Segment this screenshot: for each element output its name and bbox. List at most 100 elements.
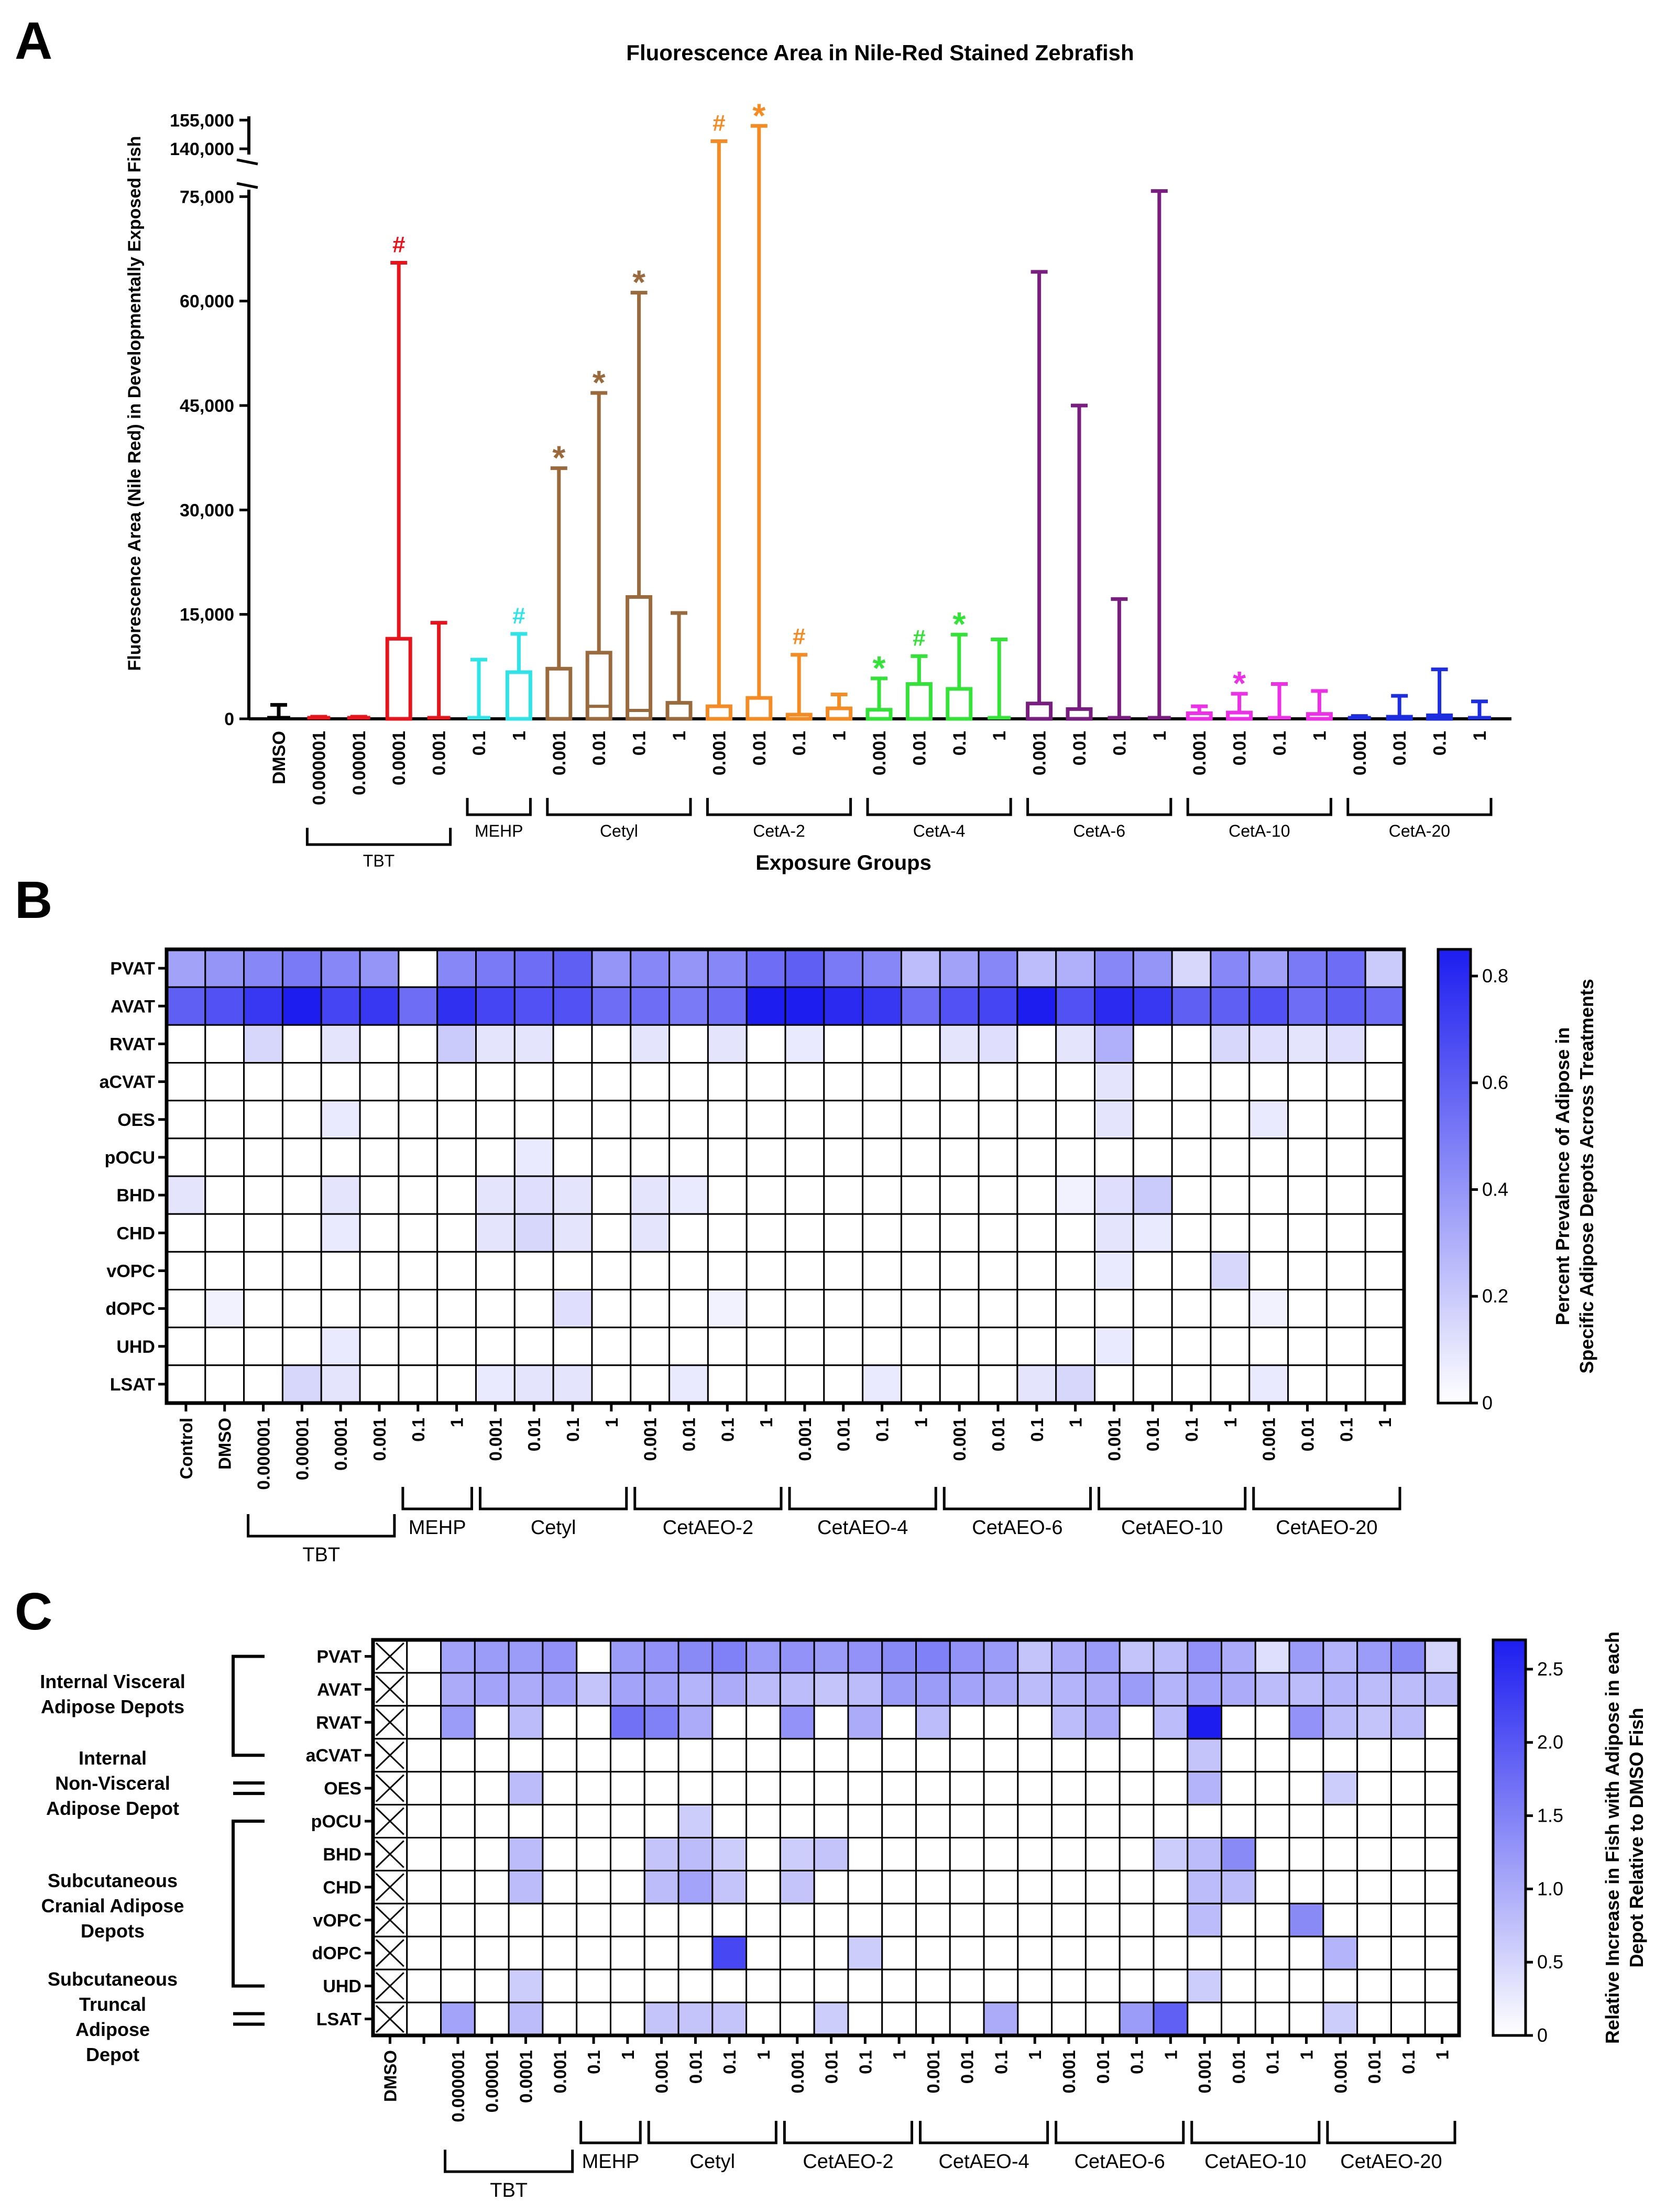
heatmap-cell [1017, 1837, 1053, 1871]
heatmap-cell [1119, 1869, 1155, 1904]
heatmap-cell [1210, 1100, 1251, 1140]
heatmap-cell [915, 1705, 951, 1740]
heatmap-cell [823, 948, 864, 988]
heatmap-cell [978, 1175, 1018, 1215]
col-label: 0.001 [641, 1418, 660, 1461]
heatmap-cell [440, 1771, 476, 1806]
heatmap-cell [1248, 1213, 1289, 1253]
heatmap-cell [1016, 1024, 1057, 1064]
col-label: 0.1 [1027, 1418, 1047, 1442]
heatmap-cell [1084, 1804, 1121, 1838]
heatmap-cell [576, 1738, 611, 1773]
heatmap-cell [847, 1672, 883, 1707]
heatmap-cell [508, 1968, 544, 2003]
group-label: Cetyl [600, 822, 638, 840]
group-label: CetAEO-4 [938, 2151, 1029, 2173]
heatmap-cell [784, 1062, 825, 1102]
heatmap-cell [1210, 1137, 1251, 1177]
heatmap-cell [1221, 1705, 1256, 1740]
heatmap-cell [1051, 1804, 1087, 1838]
heatmap-cell [900, 986, 941, 1026]
heatmap-cell [1051, 1705, 1087, 1740]
significance-mark: * [593, 364, 606, 401]
heatmap-cell [1364, 1213, 1405, 1253]
col-label: 0.1 [1263, 2050, 1283, 2074]
col-label: 0.01 [1365, 2050, 1384, 2084]
heatmap-cell [643, 1672, 679, 1707]
heatmap-cell [576, 1771, 611, 1806]
row-group-label-line: Adipose Depots [41, 1696, 184, 1717]
heatmap-cell [398, 1024, 439, 1064]
heatmap-cell [862, 1137, 902, 1177]
heatmap-cell [746, 1364, 786, 1404]
heatmap-cell [508, 1804, 544, 1838]
heatmap-cell [398, 1364, 439, 1404]
heatmap-cell [677, 1672, 714, 1707]
col-label: 1 [890, 2050, 909, 2060]
heatmap-cell [552, 1327, 593, 1366]
heatmap-cell [978, 948, 1018, 988]
heatmap-cell [881, 1771, 917, 1806]
heatmap-cell [1153, 1705, 1189, 1740]
cell-cross [375, 1939, 404, 1967]
heatmap-cell [609, 1869, 645, 1904]
heatmap-cell [204, 1175, 245, 1215]
group-label: MEHP [409, 1517, 466, 1539]
panel-letter-c: C [15, 1582, 52, 1641]
heatmap-cell [784, 1289, 825, 1329]
heatmap-cell [677, 1935, 714, 1970]
heatmap-cell [823, 1251, 864, 1290]
heatmap-cell [677, 1705, 714, 1740]
heatmap-cell [939, 948, 980, 988]
col-label: Control [177, 1418, 196, 1479]
heatmap-cell [508, 1738, 544, 1773]
colorbar-tick-label: 1.5 [1537, 1805, 1563, 1826]
box [1186, 711, 1213, 721]
row-group-label-line: Subcutaneous [48, 1870, 178, 1891]
colorbar-tick-label: 2.0 [1537, 1732, 1563, 1753]
heatmap-cell [978, 1364, 1018, 1404]
heatmap-cell [1055, 1024, 1095, 1064]
heatmap-cell [436, 1100, 477, 1140]
heatmap-cell [474, 2001, 510, 2036]
heatmap-cell [474, 1869, 510, 1904]
heatmap-cell [1325, 1364, 1366, 1404]
col-label: 0.00001 [483, 2050, 502, 2112]
box [1426, 713, 1453, 721]
col-label: 1 [1161, 2050, 1180, 2060]
row-group-bracket [233, 2012, 265, 2026]
heatmap-cell [630, 1364, 671, 1404]
heatmap-cell [707, 1213, 748, 1253]
heatmap-cell [1287, 1137, 1328, 1177]
heatmap-cell [862, 1175, 902, 1215]
heatmap-cell [513, 1100, 554, 1140]
heatmap-cell [1084, 1705, 1121, 1740]
group-label: CetAEO-10 [1204, 2151, 1306, 2173]
colorbar-tick-label: 0 [1537, 2024, 1548, 2046]
col-label: 0.001 [924, 2050, 943, 2094]
heatmap-cell [630, 1327, 671, 1366]
heatmap-cell [746, 1175, 786, 1215]
heatmap-cell [707, 1251, 748, 1290]
heatmap-cell [668, 1062, 709, 1102]
heatmap-cell [1424, 1869, 1460, 1904]
heatmap-cell [1424, 1738, 1460, 1773]
heatmap-cell [1055, 1213, 1095, 1253]
group-bracket [479, 1487, 628, 1510]
group-label: TBT [302, 1544, 340, 1566]
colorbar-label-line: Depot Relative to DMSO Fish [1626, 1707, 1647, 1967]
dose-label: 1 [1310, 731, 1330, 741]
box [585, 651, 612, 721]
heatmap-cell [847, 1738, 883, 1773]
heatmap-cell [440, 2001, 476, 2036]
col-label: 1 [1025, 2050, 1045, 2060]
heatmap-cell [1132, 1327, 1173, 1366]
heatmap-cell [823, 1213, 864, 1253]
heatmap-cell [939, 1251, 980, 1290]
heatmap-cell [978, 1251, 1018, 1290]
heatmap-cell [1287, 1364, 1328, 1404]
heatmap-cell [508, 1639, 544, 1674]
heatmap-cell [823, 1364, 864, 1404]
heatmap-cell [1119, 2001, 1155, 2036]
heatmap-cell [1016, 1100, 1057, 1140]
